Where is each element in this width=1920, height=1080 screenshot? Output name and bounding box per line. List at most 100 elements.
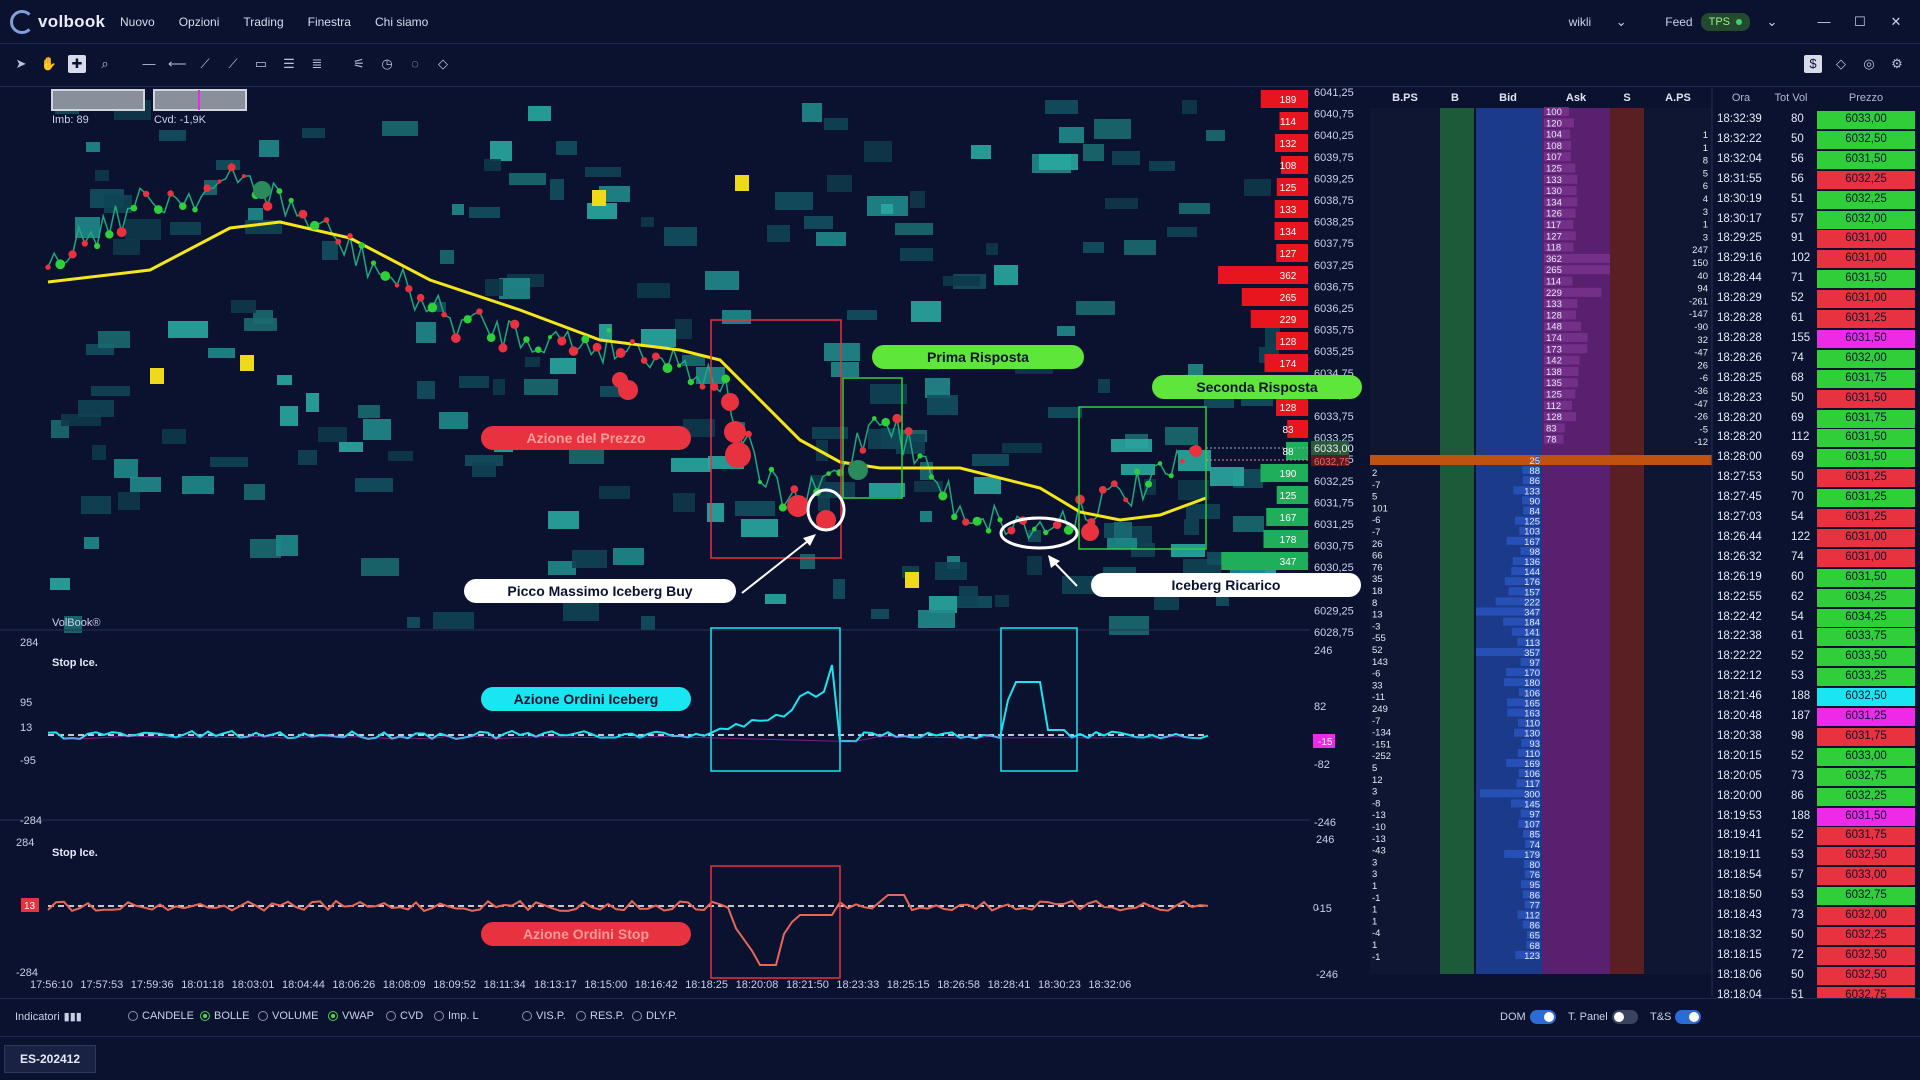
feed-status-badge[interactable]: TPS [1700,12,1750,31]
comment-icon[interactable]: ◌ [411,56,419,71]
ts-row[interactable]: 18:28:44 71 6031,50 [1713,270,1920,289]
option-bolle[interactable]: BOLLE [200,1010,249,1022]
chart-area[interactable]: Imb: 89 Cvd: -1,9K VolBook® 189114132108… [0,88,1920,996]
option-cvd[interactable]: CVD [386,1010,423,1022]
maximize-icon[interactable]: ☐ [1854,13,1866,29]
option-volume[interactable]: VOLUME [258,1010,318,1022]
ts-row[interactable]: 18:28:23 50 6031,50 [1713,389,1920,409]
trade-bubble [394,282,400,288]
user-menu[interactable]: wikli [1568,14,1592,29]
ts-row[interactable]: 18:18:32 50 6032,25 [1713,926,1920,946]
ts-row[interactable]: 18:28:28 155 6031,50 [1713,329,1920,349]
feed-chevron-icon[interactable]: ⌄ [1766,13,1778,29]
option-vwap[interactable]: VWAP [328,1010,374,1022]
ts-row[interactable]: 18:28:29 52 6031,00 [1713,290,1920,309]
ts-row[interactable]: 18:30:17 57 6032,00 [1713,210,1920,230]
target-icon[interactable]: ◎ [1863,56,1875,71]
ts-row[interactable]: 18:18:15 72 6032,50 [1713,946,1920,966]
vwap-line [47,220,1207,522]
ts-row[interactable]: 18:19:41 52 6031,75 [1713,827,1920,846]
dollar-icon[interactable]: $ [1804,55,1822,73]
menu-item-trading[interactable]: Trading [243,14,284,29]
option-dly-p[interactable]: DLY.P. [632,1010,677,1022]
dom-bps-value: 12 [1372,775,1383,786]
ts-row[interactable]: 18:19:11 53 6032,50 [1713,847,1920,866]
ts-row[interactable]: 18:27:45 70 6031,25 [1713,489,1920,508]
minimize-icon[interactable]: — [1817,14,1831,29]
symbol-tab[interactable]: ES-202412 [4,1045,96,1073]
ts-row[interactable]: 18:31:55 56 6032,25 [1713,170,1920,190]
ts-row[interactable]: 18:20:00 86 6032,25 [1713,787,1920,807]
toggle-dom[interactable]: DOM [1500,1010,1556,1024]
ts-row[interactable]: 18:28:20 112 6031,50 [1713,429,1920,448]
hand-icon[interactable]: ✋ [40,56,58,71]
ts-row[interactable]: 18:19:53 188 6031,50 [1713,807,1920,827]
price-tick: 6037,75 [1314,238,1354,250]
timer-icon[interactable]: ◷ [381,56,393,71]
ts-row[interactable]: 18:22:22 52 6033,50 [1713,648,1920,667]
ts-price: 6031,75 [1817,369,1915,388]
toggle-ts[interactable]: T&S [1650,1010,1702,1024]
ts-row[interactable]: 18:22:55 62 6034,25 [1713,588,1920,608]
close-icon[interactable]: ✕ [1890,13,1902,29]
ts-row[interactable]: 18:20:05 73 6032,75 [1713,767,1920,787]
ruler-icon[interactable]: ⟋ [228,56,238,71]
time-tick: 18:03:01 [232,979,275,991]
ts-row[interactable]: 18:28:25 68 6031,75 [1713,369,1920,389]
pointer-icon[interactable]: ➤ [15,56,27,71]
ts-row[interactable]: 18:20:48 187 6031,25 [1713,708,1920,727]
ts-row[interactable]: 18:30:19 51 6032,25 [1713,190,1920,210]
menu-item-opzioni[interactable]: Opzioni [178,14,220,29]
ts-row[interactable]: 18:22:38 61 6033,75 [1713,628,1920,647]
ts-row[interactable]: 18:32:04 56 6031,50 [1713,150,1920,170]
horizontal-line-icon[interactable]: ― [142,56,156,71]
chevron-down-icon[interactable]: ⌄ [1615,13,1627,29]
ts-row[interactable]: 18:21:46 188 6032,50 [1713,688,1920,707]
dom-ask-bar [1544,253,1610,263]
crosshair-icon[interactable]: ✚ [68,55,86,73]
clear-icon[interactable]: ◇ [1836,56,1846,71]
eraser-icon[interactable]: ◇ [438,56,448,71]
ts-row[interactable]: 18:29:16 102 6031,00 [1713,250,1920,269]
ts-row[interactable]: 18:26:44 122 6031,00 [1713,528,1920,548]
ray-icon[interactable]: ⟵ [168,56,187,71]
list-icon[interactable]: ☰ [283,56,295,71]
menu-item-nuovo[interactable]: Nuovo [120,14,155,29]
ts-row[interactable]: 18:18:54 57 6033,00 [1713,867,1920,886]
ts-row[interactable]: 18:18:06 50 6032,50 [1713,966,1920,986]
option-res-p[interactable]: RES.P. [576,1010,625,1022]
ts-row[interactable]: 18:26:32 74 6031,00 [1713,548,1920,568]
menu-item-chi-siamo[interactable]: Chi siamo [374,14,429,29]
menu-item-finestra[interactable]: Finestra [307,14,351,29]
indicators-button[interactable]: Indicatori ▮▮▮ [15,1010,82,1024]
ts-row[interactable]: 18:28:00 69 6031,50 [1713,449,1920,468]
zoom-icon[interactable]: ⌕ [101,56,109,71]
ts-row[interactable]: 18:32:39 80 6033,00 [1713,111,1920,130]
ts-row[interactable]: 18:26:19 60 6031,50 [1713,568,1920,588]
lines-icon[interactable]: ≣ [311,56,323,71]
ts-row[interactable]: 18:28:28 61 6031,25 [1713,310,1920,329]
toggle-t-panel[interactable]: T. Panel [1568,1010,1638,1024]
ts-row[interactable]: 18:27:53 50 6031,25 [1713,469,1920,488]
ts-row[interactable]: 18:18:43 73 6032,00 [1713,907,1920,926]
option-vis-p[interactable]: VIS.P. [522,1010,566,1022]
ts-row[interactable]: 18:28:26 74 6032,00 [1713,349,1920,369]
ts-row[interactable]: 18:20:15 52 6033,00 [1713,747,1920,767]
ts-row[interactable]: 18:32:22 50 6032,50 [1713,130,1920,150]
volume-profile-bar [1241,288,1308,306]
trend-line-icon[interactable]: ⟋ [200,56,210,71]
ts-row[interactable]: 18:22:12 53 6033,25 [1713,668,1920,687]
settings-sliders-icon[interactable]: ⚟ [353,56,365,71]
option-candele[interactable]: CANDELE [128,1010,194,1022]
option-imp-l[interactable]: Imp. L [434,1010,479,1022]
gear-icon[interactable]: ⚙ [1891,56,1903,71]
ts-row[interactable]: 18:28:20 69 6031,75 [1713,409,1920,429]
trade-bubble [892,413,902,424]
ts-row[interactable]: 18:18:50 53 6032,75 [1713,887,1920,906]
ts-row[interactable]: 18:22:42 54 6034,25 [1713,608,1920,628]
ts-row[interactable]: 18:29:25 91 6031,00 [1713,230,1920,249]
ts-row[interactable]: 18:27:03 54 6031,25 [1713,509,1920,528]
rectangle-icon[interactable]: ▭ [254,56,268,71]
heatmap-cell [113,239,140,255]
ts-row[interactable]: 18:20:38 98 6031,75 [1713,727,1920,747]
